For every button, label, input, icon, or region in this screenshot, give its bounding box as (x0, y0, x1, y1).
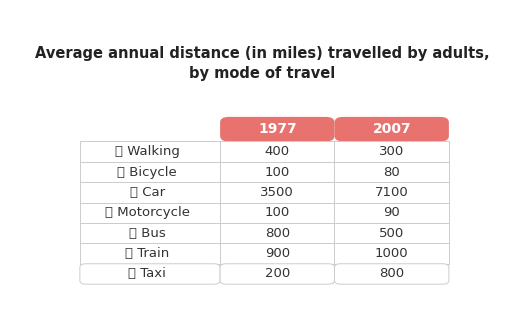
FancyBboxPatch shape (220, 223, 334, 243)
FancyBboxPatch shape (334, 141, 449, 162)
Text: 80: 80 (383, 166, 400, 179)
FancyBboxPatch shape (80, 243, 220, 264)
FancyBboxPatch shape (334, 162, 449, 182)
FancyBboxPatch shape (334, 182, 449, 203)
Text: 🚌 Bus: 🚌 Bus (129, 227, 165, 240)
FancyBboxPatch shape (220, 264, 334, 284)
FancyBboxPatch shape (80, 223, 220, 243)
Text: 2007: 2007 (372, 122, 411, 136)
FancyBboxPatch shape (80, 264, 220, 284)
Ellipse shape (230, 161, 324, 264)
Text: 7100: 7100 (375, 186, 409, 199)
Text: 400: 400 (265, 145, 290, 158)
FancyBboxPatch shape (80, 162, 220, 182)
Text: 800: 800 (265, 227, 290, 240)
FancyBboxPatch shape (220, 141, 334, 162)
Text: 🚕 Taxi: 🚕 Taxi (128, 267, 166, 280)
FancyBboxPatch shape (334, 117, 449, 141)
FancyBboxPatch shape (220, 117, 334, 141)
FancyBboxPatch shape (220, 182, 334, 203)
Text: 90: 90 (383, 206, 400, 219)
Text: 300: 300 (379, 145, 404, 158)
FancyBboxPatch shape (334, 243, 449, 264)
Text: 900: 900 (265, 247, 290, 260)
Text: 100: 100 (265, 166, 290, 179)
FancyBboxPatch shape (220, 203, 334, 223)
Text: 1977: 1977 (258, 122, 296, 136)
Text: 3500: 3500 (261, 186, 294, 199)
FancyBboxPatch shape (334, 264, 449, 284)
Text: 🏍 Motorcycle: 🏍 Motorcycle (104, 206, 189, 219)
FancyBboxPatch shape (334, 223, 449, 243)
Text: 200: 200 (265, 267, 290, 280)
Text: 800: 800 (379, 267, 404, 280)
FancyBboxPatch shape (220, 162, 334, 182)
FancyBboxPatch shape (220, 243, 334, 264)
Text: 🚶 Walking: 🚶 Walking (115, 145, 180, 158)
FancyBboxPatch shape (80, 182, 220, 203)
Text: 🚆 Train: 🚆 Train (125, 247, 169, 260)
Text: 500: 500 (379, 227, 404, 240)
Text: 🚗 Car: 🚗 Car (130, 186, 165, 199)
Text: 🚲 Bicycle: 🚲 Bicycle (117, 166, 177, 179)
FancyBboxPatch shape (80, 203, 220, 223)
FancyBboxPatch shape (80, 141, 220, 162)
Ellipse shape (345, 161, 439, 264)
Text: Average annual distance (in miles) travelled by adults,
by mode of travel: Average annual distance (in miles) trave… (35, 46, 489, 81)
Text: 1000: 1000 (375, 247, 409, 260)
Text: 100: 100 (265, 206, 290, 219)
FancyBboxPatch shape (334, 203, 449, 223)
